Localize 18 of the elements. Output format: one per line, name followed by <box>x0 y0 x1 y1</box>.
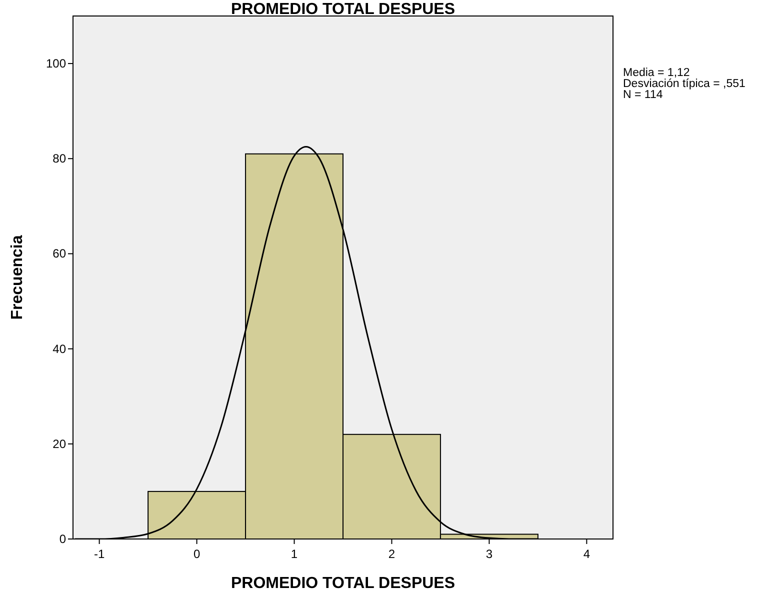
chart-title: PROMEDIO TOTAL DESPUES <box>230 1 456 18</box>
y-tick-label: 40 <box>52 342 66 356</box>
y-axis-title: Frecuencia <box>9 235 26 320</box>
y-tick-label: 0 <box>59 532 66 546</box>
x-tick-label: 0 <box>193 547 200 561</box>
text: Desviación típica = ,551 <box>623 78 746 90</box>
x-tick-label: 4 <box>583 547 590 561</box>
y-tick-label: 60 <box>52 246 66 261</box>
text: N = 114 <box>623 89 664 101</box>
x-tick-label: -1 <box>94 547 105 561</box>
text: Media = 1,12 <box>623 67 690 79</box>
x-axis-title: PROMEDIO TOTAL DESPUES <box>230 575 456 592</box>
x-tick-label: 1 <box>290 547 298 561</box>
x-tick-label: 2 <box>388 547 396 561</box>
x-tick-label: 3 <box>486 547 493 561</box>
y-tick-label: 20 <box>52 436 66 451</box>
y-tick-label: 100 <box>46 56 66 71</box>
y-tick-label: 80 <box>52 152 66 166</box>
